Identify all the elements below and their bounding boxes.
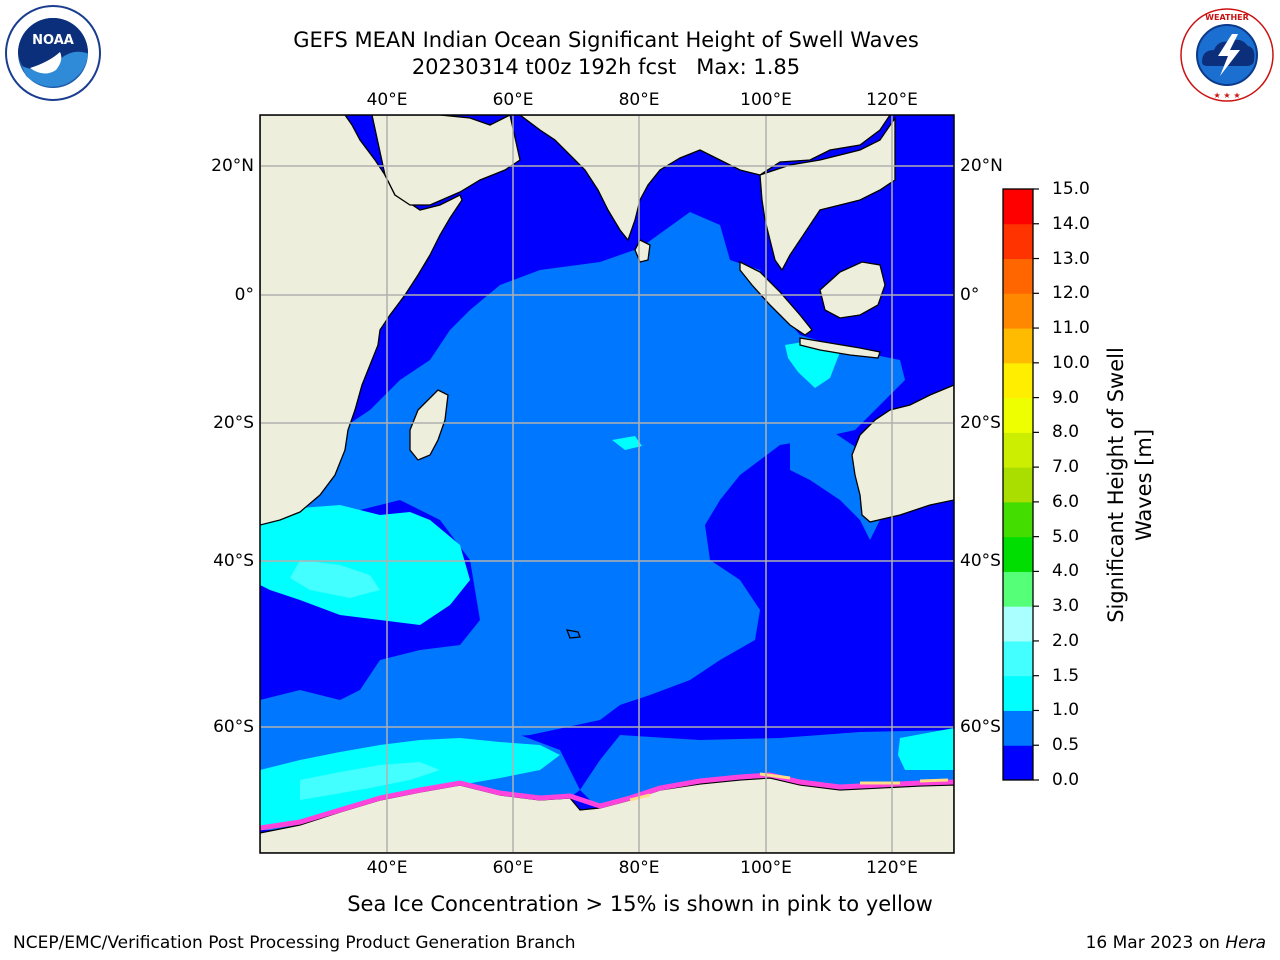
svg-text:★ ★ ★: ★ ★ ★ [1213,91,1240,100]
footer-date: 16 Mar 2023 on Hera [1086,932,1266,954]
lat-label-left-60s: 60°S [213,717,254,737]
colorbar-tick-label: 11.0 [1052,318,1090,339]
footer-date-text: 16 Mar 2023 on [1085,933,1226,953]
map-frame [259,114,955,854]
colorbar-band-11 [1003,362,1033,399]
arabia-landmass [371,115,521,206]
colorbar-title-line1: Significant Height of Swell [1104,347,1128,623]
colorbar-band-2 [1003,675,1033,711]
colorbar-band-13 [1003,293,1033,329]
lon-label-bottom-80e: 80°E [618,858,660,878]
swell-1-0-to-1-5-region-south [260,738,560,828]
sea-ice-high-concentration [629,772,949,802]
footer-credit: NCEP/EMC/Verification Post Processing Pr… [13,933,576,953]
colorbar-tick-label: 14.0 [1052,213,1090,234]
colorbar-title: Significant Height of Swell Waves [m] [1102,347,1158,623]
svg-text:NOAA: NOAA [32,33,74,48]
lon-label-top-100e: 100°E [740,90,792,110]
colorbar-tick-label: 2.0 [1052,630,1080,651]
lat-label-right-40s: 40°S [960,551,1001,571]
colorbar-band-4 [1003,606,1033,642]
colorbar-band-7 [1003,501,1033,538]
lat-label-left-20s: 20°S [213,413,254,433]
colorbar-band-6 [1003,536,1033,572]
colorbar-tick-label: 5.0 [1052,526,1080,547]
lat-label-right-0: 0° [960,285,980,305]
lon-label-top-60e: 60°E [492,90,534,110]
lat-label-right-60s: 60°S [960,717,1001,737]
map-subtitle: 20230314 t00z 192h fcst Max: 1.85 [411,55,801,79]
swell-1-0-to-1-5-region-java [785,340,840,388]
colorbar-tick-label: 0.0 [1052,770,1080,790]
lon-label-bottom-60e: 60°E [492,858,534,878]
colorbar-tick-label: 13.0 [1052,248,1090,269]
colorbar-band-1 [1003,710,1033,746]
colorbar-band-12 [1003,328,1033,364]
map-gridlines [260,115,954,853]
lon-label-top-40e: 40°E [366,90,408,110]
java-landmass [799,337,881,359]
lon-label-bottom-100e: 100°E [740,858,792,878]
colorbar-tick-label: 3.0 [1052,596,1080,617]
southeast-asia-landmass [759,115,896,272]
lat-label-left-0: 0° [234,285,254,305]
svg-text:WEATHER: WEATHER [1205,13,1249,22]
india-landmass [518,115,891,242]
colorbar-band-14 [1003,258,1033,294]
swell-1-5-to-2-0-region-south [300,762,440,800]
colorbar-band-9 [1003,432,1033,468]
sumatra-landmass [739,260,813,336]
colorbar-band-15 [1003,223,1033,260]
colorbar-tick-label: 0.5 [1052,735,1080,756]
colorbar-band-3 [1003,640,1033,677]
colorbar-title-line2: Waves [m] [1132,428,1156,542]
colorbar-band-0 [1003,745,1033,781]
lon-label-top-120e: 120°E [866,90,918,110]
colorbar-tick-label: 6.0 [1052,491,1080,512]
swell-1-0-to-1-5-region-se [898,728,954,770]
sea-ice-caption: Sea Ice Concentration > 15% is shown in … [347,892,933,916]
colorbar-tick-label: 10.0 [1052,352,1090,373]
australia-landmass [851,384,954,523]
kerguelen-island [565,629,581,639]
lat-label-right-20n: 20°N [960,156,1003,176]
colorbar-band-10 [1003,397,1033,433]
lon-label-bottom-120e: 120°E [866,858,918,878]
colorbar-tick-label: 8.0 [1052,422,1080,443]
colorbar-tick-label: 12.0 [1052,283,1090,304]
colorbar-frame [1002,188,1034,781]
lat-label-right-20s: 20°S [960,413,1001,433]
colorbar-band-16 [1003,189,1033,225]
colorbar-tick-label: 15.0 [1052,179,1090,199]
colorbar-tick-label: 1.5 [1052,665,1080,686]
lat-label-left-20n: 20°N [211,156,254,176]
swell-0-5-to-1-0-region [260,212,905,750]
lat-label-left-40s: 40°S [213,551,254,571]
swell-1-0-to-1-5-region-sw [260,505,470,625]
nws-logo-icon: WEATHER ★ ★ ★ [1180,8,1274,102]
madagascar-landmass [409,389,449,461]
map-title: GEFS MEAN Indian Ocean Significant Heigh… [293,28,919,52]
colorbar-tick-label: 1.0 [1052,700,1080,721]
lon-label-top-80e: 80°E [618,90,660,110]
colorbar-band-8 [1003,467,1033,503]
lon-label-bottom-40e: 40°E [366,858,408,878]
footer-host: Hera [1225,933,1266,953]
colorbar-tick-label: 9.0 [1052,387,1080,408]
colorbar-tick-label: 4.0 [1052,561,1080,582]
swell-1-0-to-1-5-patch [612,436,642,450]
colorbar-tick-label: 7.0 [1052,457,1080,478]
swell-1-5-to-2-0-region [290,560,380,598]
noaa-logo-icon: NOAA [5,5,101,101]
colorbar-band-5 [1003,571,1033,607]
